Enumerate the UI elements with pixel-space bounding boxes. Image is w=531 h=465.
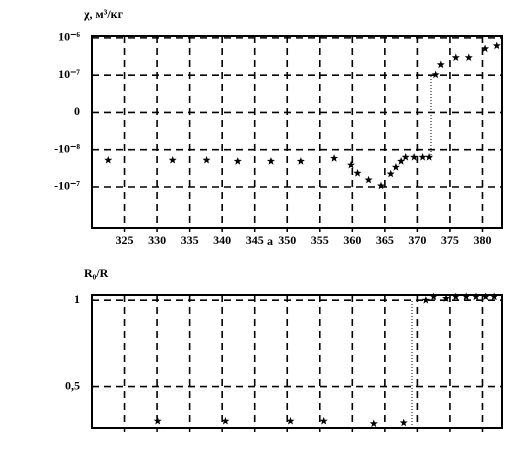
x-tick-label: 380 — [473, 233, 491, 247]
data-point — [347, 160, 355, 169]
data-point — [330, 154, 339, 162]
data-point — [429, 292, 438, 301]
data-point — [399, 418, 408, 427]
y-axis-title: R₀/R — [84, 266, 109, 280]
x-tick-label: 345 — [246, 233, 264, 247]
data-point — [490, 292, 499, 301]
y-tick-label: 10⁻⁶ — [58, 30, 80, 44]
data-point — [386, 169, 395, 178]
data-point — [410, 153, 419, 161]
y-tick-label: 0 — [74, 104, 80, 118]
data-point — [418, 153, 427, 161]
x-tick-label: 335 — [181, 233, 199, 247]
data-point — [153, 416, 162, 425]
data-point — [464, 53, 473, 61]
data-point — [168, 155, 177, 164]
y-tick-label: -10⁻⁷ — [54, 179, 80, 193]
data-point — [401, 153, 410, 161]
plot-frame — [91, 294, 503, 429]
data-point — [233, 157, 242, 165]
data-point — [472, 292, 480, 301]
x-tick-label: 365 — [376, 233, 394, 247]
y-tick-label: 10⁻⁷ — [58, 67, 80, 81]
data-point — [202, 155, 211, 164]
x-tick-label: 370 — [408, 233, 426, 247]
data-point — [421, 296, 430, 304]
x-tick-label: 355 — [311, 233, 329, 247]
x-tick-label: 375 — [441, 233, 459, 247]
data-point — [425, 153, 434, 161]
data-point — [353, 169, 362, 177]
x-tick-label: 330 — [148, 233, 166, 247]
data-point — [442, 294, 450, 302]
data-point — [221, 416, 230, 425]
data-point — [104, 155, 113, 164]
data-point — [391, 163, 400, 171]
data-point — [451, 53, 460, 61]
data-point — [319, 416, 328, 425]
plot-frame — [91, 35, 503, 229]
data-point — [481, 292, 490, 301]
data-point — [451, 292, 460, 301]
data-point — [492, 41, 501, 50]
data-point — [369, 419, 378, 428]
data-point — [377, 181, 385, 190]
data-point — [397, 157, 406, 165]
data-point — [296, 157, 305, 165]
y-tick-label: 0,5 — [65, 378, 80, 392]
data-point — [436, 60, 445, 69]
x-tick-label: 340 — [213, 233, 231, 247]
data-point — [267, 157, 275, 165]
data-point — [431, 70, 440, 79]
data-point — [364, 175, 373, 184]
y-tick-label: -10⁻⁸ — [54, 141, 80, 155]
y-tick-label: 1 — [74, 292, 80, 306]
x-tick-label: 350 — [278, 233, 296, 247]
x-tick-label: 325 — [116, 233, 134, 247]
x-axis-title: a — [267, 234, 273, 248]
data-point — [286, 416, 295, 425]
x-tick-label: 360 — [343, 233, 361, 247]
data-point — [462, 292, 471, 301]
y-axis-title: χ, м³/кг — [83, 7, 124, 21]
data-point — [481, 44, 490, 53]
